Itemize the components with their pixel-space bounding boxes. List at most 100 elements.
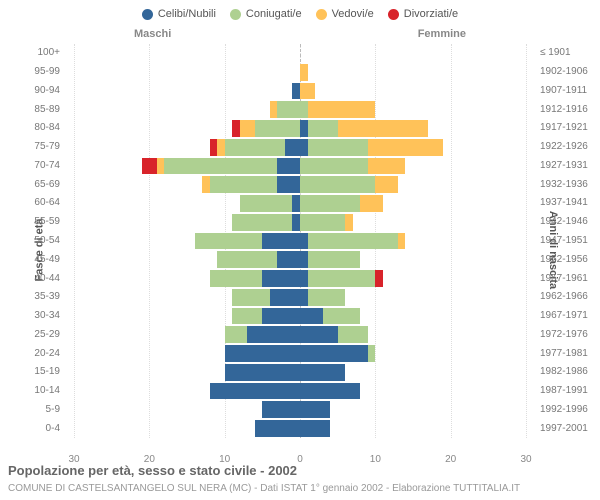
male-half <box>74 176 300 193</box>
female-half <box>300 383 526 400</box>
legend-item: Vedovi/e <box>316 8 374 20</box>
bar-segment <box>164 158 277 175</box>
bar-segment <box>240 195 293 212</box>
bar-segment <box>210 270 263 287</box>
female-half <box>300 214 526 231</box>
male-half <box>74 64 300 81</box>
year-label: 1952-1956 <box>534 254 600 265</box>
female-half <box>300 270 526 287</box>
male-half <box>74 364 300 381</box>
bar-segment <box>292 214 300 231</box>
year-label: 1927-1931 <box>534 160 600 171</box>
female-half <box>300 83 526 100</box>
bar-row <box>74 63 526 82</box>
male-half <box>74 139 300 156</box>
bar-segment <box>202 176 210 193</box>
age-label: 0-4 <box>0 423 66 434</box>
year-label: 1957-1961 <box>534 273 600 284</box>
bar-segment <box>277 101 300 118</box>
female-half <box>300 45 526 62</box>
bar-segment <box>217 139 225 156</box>
bar-row <box>74 82 526 101</box>
bar-segment <box>300 401 330 418</box>
year-label: 1942-1946 <box>534 216 600 227</box>
female-half <box>300 64 526 81</box>
bar-segment <box>300 326 338 343</box>
bar-segment <box>255 420 300 437</box>
bar-segment <box>300 176 375 193</box>
female-half <box>300 233 526 250</box>
male-half <box>74 270 300 287</box>
age-label: 75-79 <box>0 141 66 152</box>
bar-segment <box>375 176 398 193</box>
gender-labels: Maschi Femmine <box>74 28 526 40</box>
bar-row <box>74 119 526 138</box>
female-half <box>300 308 526 325</box>
bar-segment <box>232 214 292 231</box>
year-label: 1967-1971 <box>534 310 600 321</box>
chart-title: Popolazione per età, sesso e stato civil… <box>8 463 297 478</box>
bar-row <box>74 213 526 232</box>
female-half <box>300 158 526 175</box>
bar-segment <box>308 270 376 287</box>
bar-row <box>74 138 526 157</box>
bar-segment <box>262 270 300 287</box>
female-label: Femmine <box>418 28 466 40</box>
female-half <box>300 195 526 212</box>
bar-segment <box>277 158 300 175</box>
year-label: 1947-1951 <box>534 235 600 246</box>
age-label: 80-84 <box>0 122 66 133</box>
bar-segment <box>232 308 262 325</box>
bar-segment <box>262 401 300 418</box>
bar-segment <box>338 326 368 343</box>
female-half <box>300 364 526 381</box>
age-label: 95-99 <box>0 66 66 77</box>
age-label: 90-94 <box>0 85 66 96</box>
bar-segment <box>300 308 323 325</box>
bar-row <box>74 288 526 307</box>
legend: Celibi/NubiliConiugati/eVedovi/eDivorzia… <box>0 0 600 24</box>
bar-segment <box>368 158 406 175</box>
female-half <box>300 289 526 306</box>
bar-segment <box>300 251 308 268</box>
age-label: 65-69 <box>0 179 66 190</box>
female-half <box>300 251 526 268</box>
bar-row <box>74 250 526 269</box>
year-label: 1902-1906 <box>534 66 600 77</box>
bar-segment <box>338 120 428 137</box>
legend-item: Coniugati/e <box>230 8 302 20</box>
year-label: 1987-1991 <box>534 385 600 396</box>
year-label: 1977-1981 <box>534 348 600 359</box>
bar-segment <box>157 158 165 175</box>
legend-swatch <box>230 9 241 20</box>
male-half <box>74 326 300 343</box>
legend-label: Coniugati/e <box>246 8 302 20</box>
female-half <box>300 420 526 437</box>
bar-segment <box>240 120 255 137</box>
bar-segment <box>195 233 263 250</box>
age-label: 35-39 <box>0 291 66 302</box>
x-tick: 0 <box>297 454 303 465</box>
age-label: 30-34 <box>0 310 66 321</box>
bar-segment <box>225 139 285 156</box>
bar-segment <box>300 195 360 212</box>
bar-segment <box>300 420 330 437</box>
bar-segment <box>285 139 300 156</box>
year-label: 1997-2001 <box>534 423 600 434</box>
year-label: 1907-1911 <box>534 85 600 96</box>
female-half <box>300 176 526 193</box>
age-label: 100+ <box>0 47 66 58</box>
legend-label: Celibi/Nubili <box>158 8 216 20</box>
bar-segment <box>300 120 308 137</box>
male-half <box>74 420 300 437</box>
year-label: ≤ 1901 <box>534 47 600 58</box>
bar-segment <box>323 308 361 325</box>
male-half <box>74 233 300 250</box>
year-label: 1992-1996 <box>534 404 600 415</box>
year-label: 1932-1936 <box>534 179 600 190</box>
bar-segment <box>308 101 376 118</box>
bar-segment <box>368 345 376 362</box>
bar-segment <box>300 364 345 381</box>
male-half <box>74 83 300 100</box>
bar-row <box>74 307 526 326</box>
